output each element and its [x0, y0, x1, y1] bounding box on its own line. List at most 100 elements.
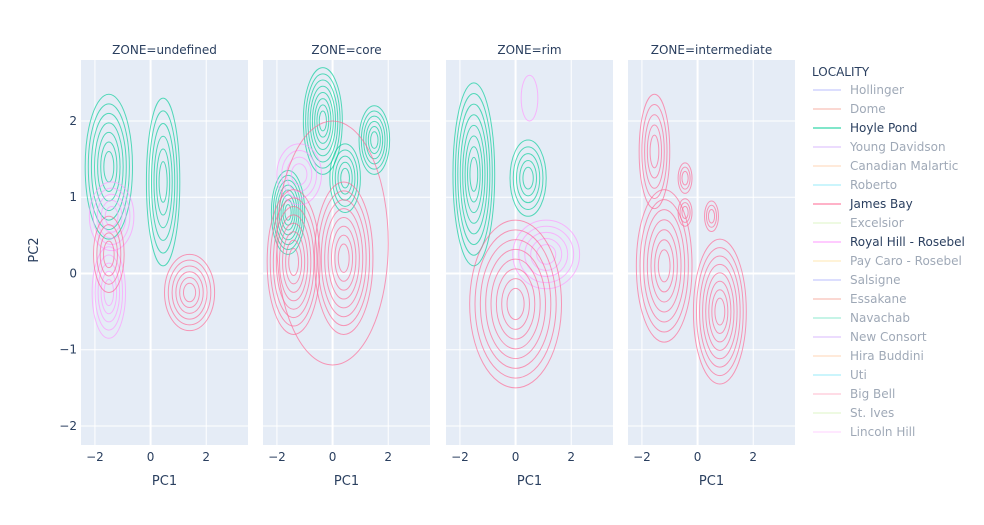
legend-label: Salsigne [850, 273, 901, 287]
legend-item[interactable]: Canadian Malartic [813, 159, 958, 173]
contour-group [452, 74, 581, 389]
facet-title: ZONE=rim [497, 43, 561, 57]
contour-line [512, 219, 581, 290]
contour-line [512, 146, 544, 210]
contour-line [93, 215, 125, 294]
contour-line [171, 265, 208, 320]
legend-item[interactable]: Hollinger [813, 83, 904, 97]
contour-line [490, 258, 541, 350]
contour-line [679, 166, 691, 190]
contour-line [100, 141, 118, 193]
contour-line [84, 93, 133, 240]
legend-label: Canadian Malartic [850, 159, 958, 173]
contour-line [104, 205, 119, 227]
facet-panel: ZONE=rim −2 0 2 PC1 [446, 43, 613, 489]
legend-label: Dome [850, 102, 886, 116]
contour-line [536, 244, 557, 265]
x-axis-title: PC1 [517, 474, 542, 489]
x-axis-title: PC1 [152, 474, 177, 489]
contour-line [454, 93, 493, 256]
contour-line [340, 167, 350, 189]
x-tick-label: −2 [268, 450, 286, 464]
legend-item[interactable]: Uti [813, 368, 867, 382]
y-tick-label: 2 [69, 114, 77, 128]
contour-line [179, 277, 200, 309]
contour-line [266, 189, 321, 335]
contour-line [269, 197, 318, 327]
contour-line [467, 146, 481, 203]
contour-line [87, 103, 130, 231]
contour-line [699, 255, 741, 368]
contour-line [479, 239, 552, 369]
contour-line [96, 193, 127, 239]
x-tick-label: 2 [384, 450, 392, 464]
legend-item[interactable]: Big Bell [813, 387, 895, 401]
contour-line [464, 135, 484, 214]
x-tick-label: 0 [147, 450, 155, 464]
contour-line [334, 234, 354, 282]
contour-line [708, 280, 732, 343]
legend-label: Hoyle Pond [850, 121, 917, 135]
legend-item[interactable]: Hoyle Pond [813, 121, 917, 135]
legend-label: Lincoln Hill [850, 425, 915, 439]
facet-title: ZONE=undefined [112, 43, 217, 57]
legend-item[interactable]: Hira Buddini [813, 349, 924, 363]
plot-background [263, 60, 430, 445]
contour-line [91, 246, 127, 339]
legend-item[interactable]: Salsigne [813, 273, 901, 287]
legend-items: Hollinger Dome Hoyle Pond Young Davidson Can… [813, 83, 965, 439]
legend-item[interactable]: Roberto [813, 178, 897, 192]
legend-item[interactable]: Young Davidson [813, 140, 946, 154]
contour-line [96, 224, 122, 285]
legend-label: Roberto [850, 178, 897, 192]
x-tick-label: 2 [749, 450, 757, 464]
legend-label: Hollinger [850, 83, 904, 97]
legend-item[interactable]: Pay Caro - Rosebel [813, 254, 962, 268]
contour-line [318, 110, 327, 132]
contour-line [276, 120, 389, 366]
legend-item[interactable]: Navachab [813, 311, 910, 325]
contour-line [524, 231, 569, 277]
contour-line [307, 79, 339, 163]
contour-group [84, 93, 216, 339]
contour-line [313, 181, 374, 335]
x-tick-label: 0 [329, 450, 337, 464]
facet-title: ZONE=core [311, 43, 381, 57]
legend-item[interactable]: St. Ives [813, 406, 894, 420]
contour-line [515, 153, 541, 204]
legend-item[interactable]: Dome [813, 102, 886, 116]
contour-line [704, 200, 719, 233]
legend-item[interactable]: New Consort [813, 330, 927, 344]
legend-item[interactable]: Excelsior [813, 216, 904, 230]
contour-line [518, 225, 575, 284]
legend-title: LOCALITY [812, 65, 870, 79]
contour-line [94, 254, 124, 331]
legend-item[interactable]: Essakane [813, 292, 907, 306]
facet-panel: ZONE=core −2 0 2 PC1 [263, 43, 430, 489]
contour-line [278, 222, 309, 302]
facets: ZONE=undefined −2 0 2 PC1 2 1 0 −1 −2 ZONE=core −2 0… [59, 43, 795, 489]
contour-line [365, 120, 384, 160]
contour-line [462, 124, 486, 224]
contour-line [90, 112, 127, 221]
legend-label: James Bay [849, 197, 913, 211]
contour-line [520, 74, 539, 122]
legend-label: Pay Caro - Rosebel [850, 254, 962, 268]
contour-line [705, 204, 718, 228]
contour-line [285, 239, 303, 285]
contour-line [635, 189, 693, 343]
contour-group [266, 67, 391, 366]
contour-line [320, 199, 367, 318]
y-tick-label: −1 [59, 343, 77, 357]
legend-item[interactable]: Lincoln Hill [813, 425, 915, 439]
x-axis-title: PC1 [334, 474, 359, 489]
contour-line [327, 216, 360, 300]
legend-item[interactable]: James Bay [813, 197, 913, 211]
x-axis-title: PC1 [699, 474, 724, 489]
legend-label: St. Ives [850, 406, 894, 420]
contour-line [657, 249, 671, 283]
legend-item[interactable]: Royal Hill - Rosebel [813, 235, 965, 249]
contour-line [509, 139, 547, 217]
contour-line [302, 67, 343, 175]
